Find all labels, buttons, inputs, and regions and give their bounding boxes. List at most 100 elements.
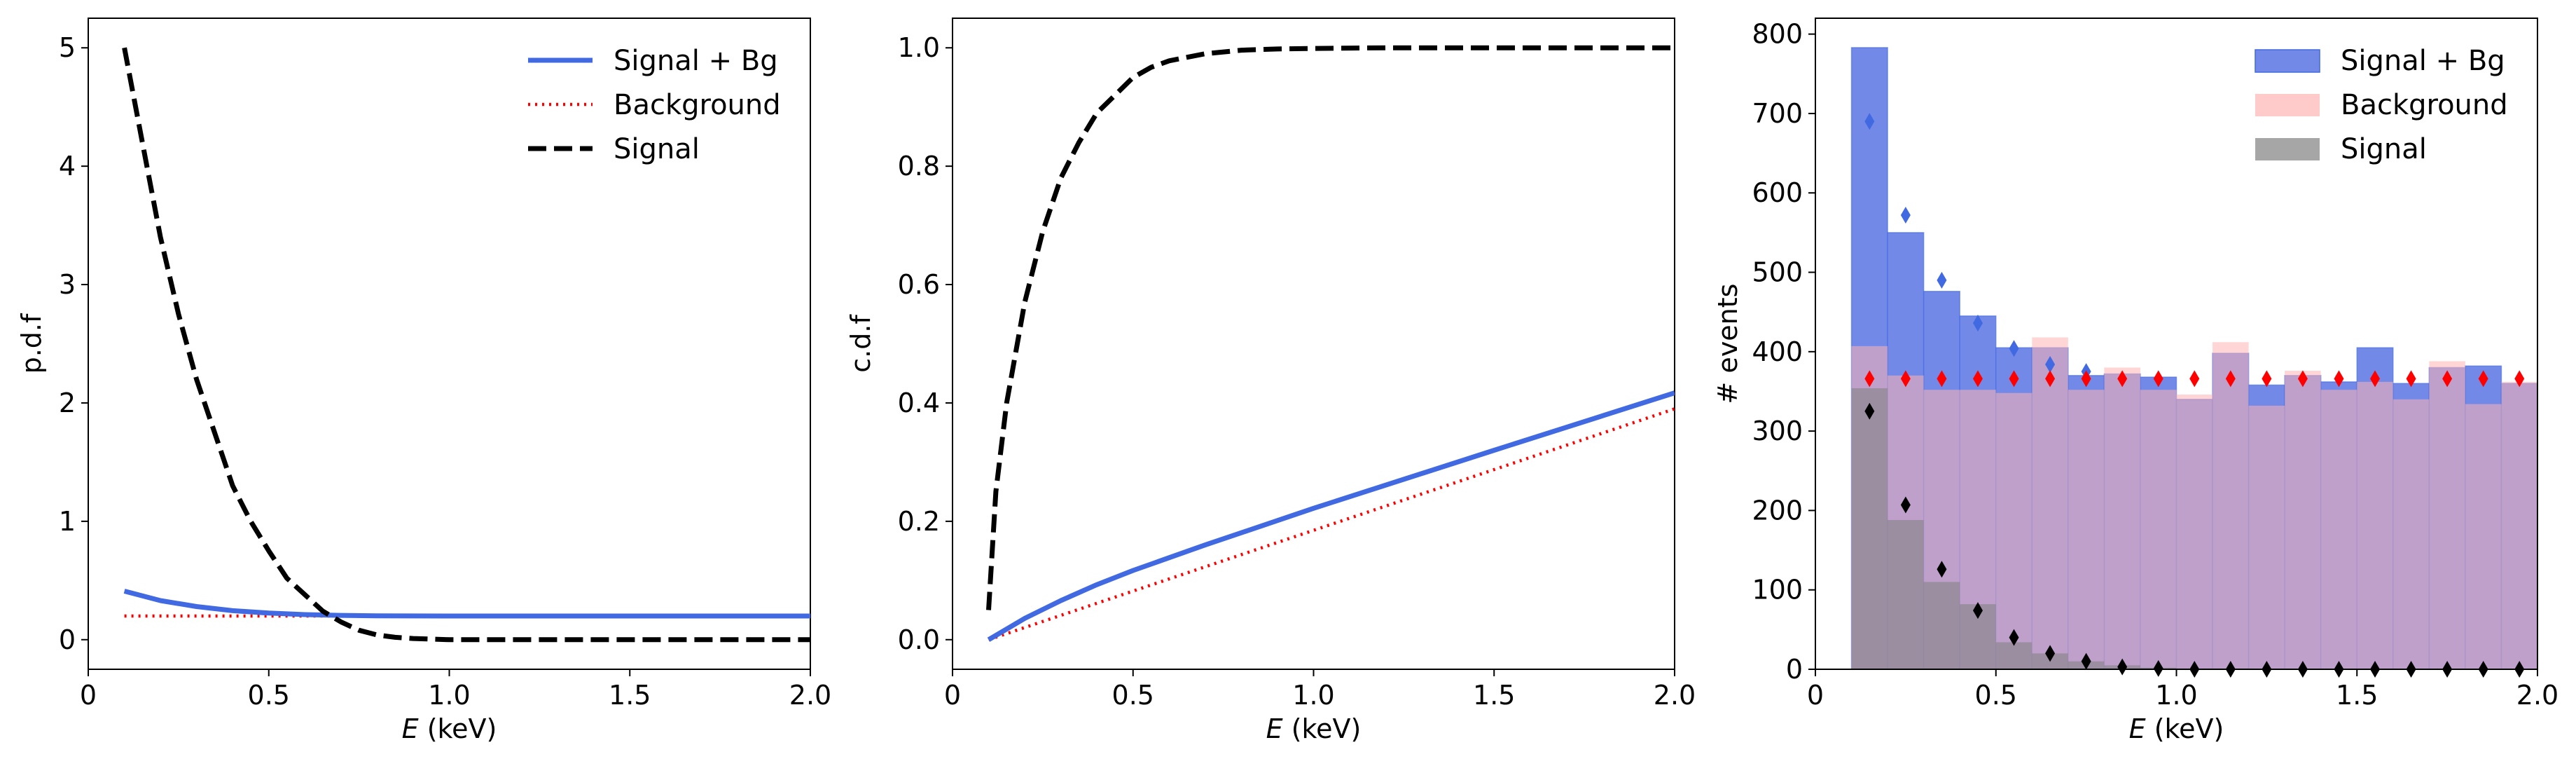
panel-3-xtick-label: 1.5	[2336, 680, 2378, 711]
panel-3-ytick-label: 300	[1752, 416, 1803, 446]
panel-3-marker	[2514, 370, 2525, 388]
panel-1-ytick-label: 0	[59, 624, 76, 655]
panel-3-ytick-label: 800	[1752, 19, 1803, 50]
panel-3-xtick-label: 0.5	[1975, 680, 2017, 711]
panel-3-bar	[2176, 395, 2213, 669]
panel-3-marker	[2262, 370, 2272, 388]
panel-1-ytick-label: 4	[59, 151, 76, 182]
panel-3-marker	[2334, 370, 2344, 388]
panel-1-ytick-label: 1	[59, 506, 76, 537]
panel-3-legend-swatch	[2255, 94, 2320, 116]
panel-2-xtick-label: 0.5	[1112, 680, 1154, 711]
panel-1-ytick-label: 2	[59, 388, 76, 418]
panel-3-bar	[2068, 390, 2105, 669]
panel-3-ytick-label: 100	[1752, 575, 1803, 605]
panel-1-xtick-label: 0	[80, 680, 97, 711]
panel-3-marker	[1972, 370, 1983, 388]
panel-2-ylabel: c.d.f	[845, 314, 876, 373]
panel-3-marker	[2009, 340, 2019, 357]
panel-2-xtick-label: 0	[944, 680, 961, 711]
panel-2-ytick-label: 0.6	[898, 269, 940, 300]
panel-2-series-background	[988, 407, 1675, 641]
panel-3-marker	[2045, 370, 2056, 388]
panel-1-ytick-label: 5	[59, 32, 76, 63]
panel-3-marker	[2081, 370, 2091, 388]
panel-3-bar	[2248, 405, 2285, 669]
panel-3-marker	[2153, 659, 2163, 677]
panel-3-markers-background	[1864, 370, 2525, 388]
panel-3-bar	[2285, 371, 2321, 669]
panel-3-bar	[2213, 342, 2249, 669]
panel-2-ytick-label: 0.4	[898, 388, 940, 418]
panel-3-axes: 0 0.5 1.0 1.5 2.0 0 100 200 300 400 500 600 700 800 E …	[1712, 18, 2558, 744]
panel-3-marker	[1900, 370, 1911, 388]
panel-3-markers-signal	[1864, 402, 2525, 678]
panel-3-marker	[2225, 370, 2236, 388]
panel-3-marker	[1864, 370, 1875, 388]
panel-2-xlabel: E (keV)	[1266, 713, 1362, 744]
panel-3-marker	[2442, 370, 2453, 388]
panel-1-xtick-label: 0.5	[248, 680, 290, 711]
panel-3-xtick-label: 1.0	[2155, 680, 2197, 711]
panel-2-ytick-label: 0.0	[898, 624, 940, 655]
panel-1-legend-label: Signal	[614, 133, 700, 165]
panel-3-marker	[2117, 658, 2128, 676]
panel-1-xtick-label: 2.0	[789, 680, 831, 711]
panel-2-xtick-label: 2.0	[1654, 680, 1696, 711]
panel-3-marker	[2153, 370, 2163, 388]
panel-3-marker	[1937, 561, 1947, 578]
panel-3-legend: Signal + Bg Background Signal	[2255, 45, 2508, 165]
panel-3-ylabel: # events	[1712, 284, 1743, 404]
panel-2-ytick-label: 1.0	[898, 32, 940, 63]
panel-1-xtick-label: 1.0	[428, 680, 470, 711]
panel-1-series-signal-bg	[123, 589, 810, 619]
panel-1-xlabel: E (keV)	[402, 713, 497, 744]
panel-3-ytick-label: 600	[1752, 177, 1803, 208]
panel-2-xtick-label: 1.0	[1292, 680, 1334, 711]
panel-3-ytick-label: 500	[1752, 257, 1803, 288]
panel-2-ytick-label: 0.8	[898, 151, 940, 182]
panel-3-marker	[2117, 370, 2128, 388]
panel-3-bar	[2393, 399, 2430, 669]
panel-3-ytick-label: 400	[1752, 336, 1803, 367]
panel-3-marker	[2370, 370, 2381, 388]
panel-3-marker	[2045, 645, 2056, 662]
panel-3-marker	[1972, 315, 1983, 332]
panel-3-marker	[1900, 496, 1911, 514]
panel-3-bar	[2357, 381, 2393, 669]
panel-3-ytick-label: 200	[1752, 495, 1803, 526]
panel-3-xlabel: E (keV)	[2129, 713, 2224, 744]
panel-3-marker	[2297, 370, 2308, 388]
panel-2-ytick-label: 0.2	[898, 506, 940, 537]
panel-1-ylabel: p.d.f	[16, 313, 47, 374]
panel-3-bar	[2140, 390, 2177, 669]
panel-3-bar	[2320, 390, 2357, 669]
panel-3-bar	[1851, 388, 1888, 669]
panel-2-xtick-label: 1.5	[1473, 680, 1515, 711]
panel-3-bar	[2429, 361, 2465, 669]
panel-3-marker	[1972, 602, 1983, 620]
panel-3-xtick-label: 2.0	[2516, 680, 2558, 711]
panel-2-axes: 0 0.5 1.0 1.5 2.00.00.20.40.60.81.0E (keV)c.…	[845, 18, 1696, 744]
panel-3-marker	[1900, 206, 1911, 224]
panel-1-axes: 0 0.5 1.0 1.5 2.0 0 1 2 3 4 5 E (keV) p.d.f	[16, 18, 831, 744]
panel-3-marker	[1864, 402, 1875, 420]
panel-3-marker	[1864, 113, 1875, 130]
panel-3-bar	[2104, 367, 2140, 669]
panel-3-marker	[2189, 370, 2200, 388]
panel-3-ytick-label: 700	[1752, 98, 1803, 129]
panel-3-xtick-label: 0	[1807, 680, 1824, 711]
panel-1-xtick-label: 1.5	[609, 680, 651, 711]
panel-2-frame	[952, 18, 1675, 670]
panel-3-marker	[2009, 629, 2019, 646]
panel-3-bar	[2501, 381, 2537, 669]
panel-1-ytick-label: 3	[59, 269, 76, 300]
panel-3-marker	[2045, 355, 2056, 373]
panel-3-bar	[1888, 520, 1924, 669]
panel-3-bar	[2465, 404, 2502, 669]
panel-1-legend-label: Signal + Bg	[614, 45, 778, 77]
panel-1-series-signal	[122, 47, 810, 643]
panel-3-marker	[2478, 370, 2488, 388]
